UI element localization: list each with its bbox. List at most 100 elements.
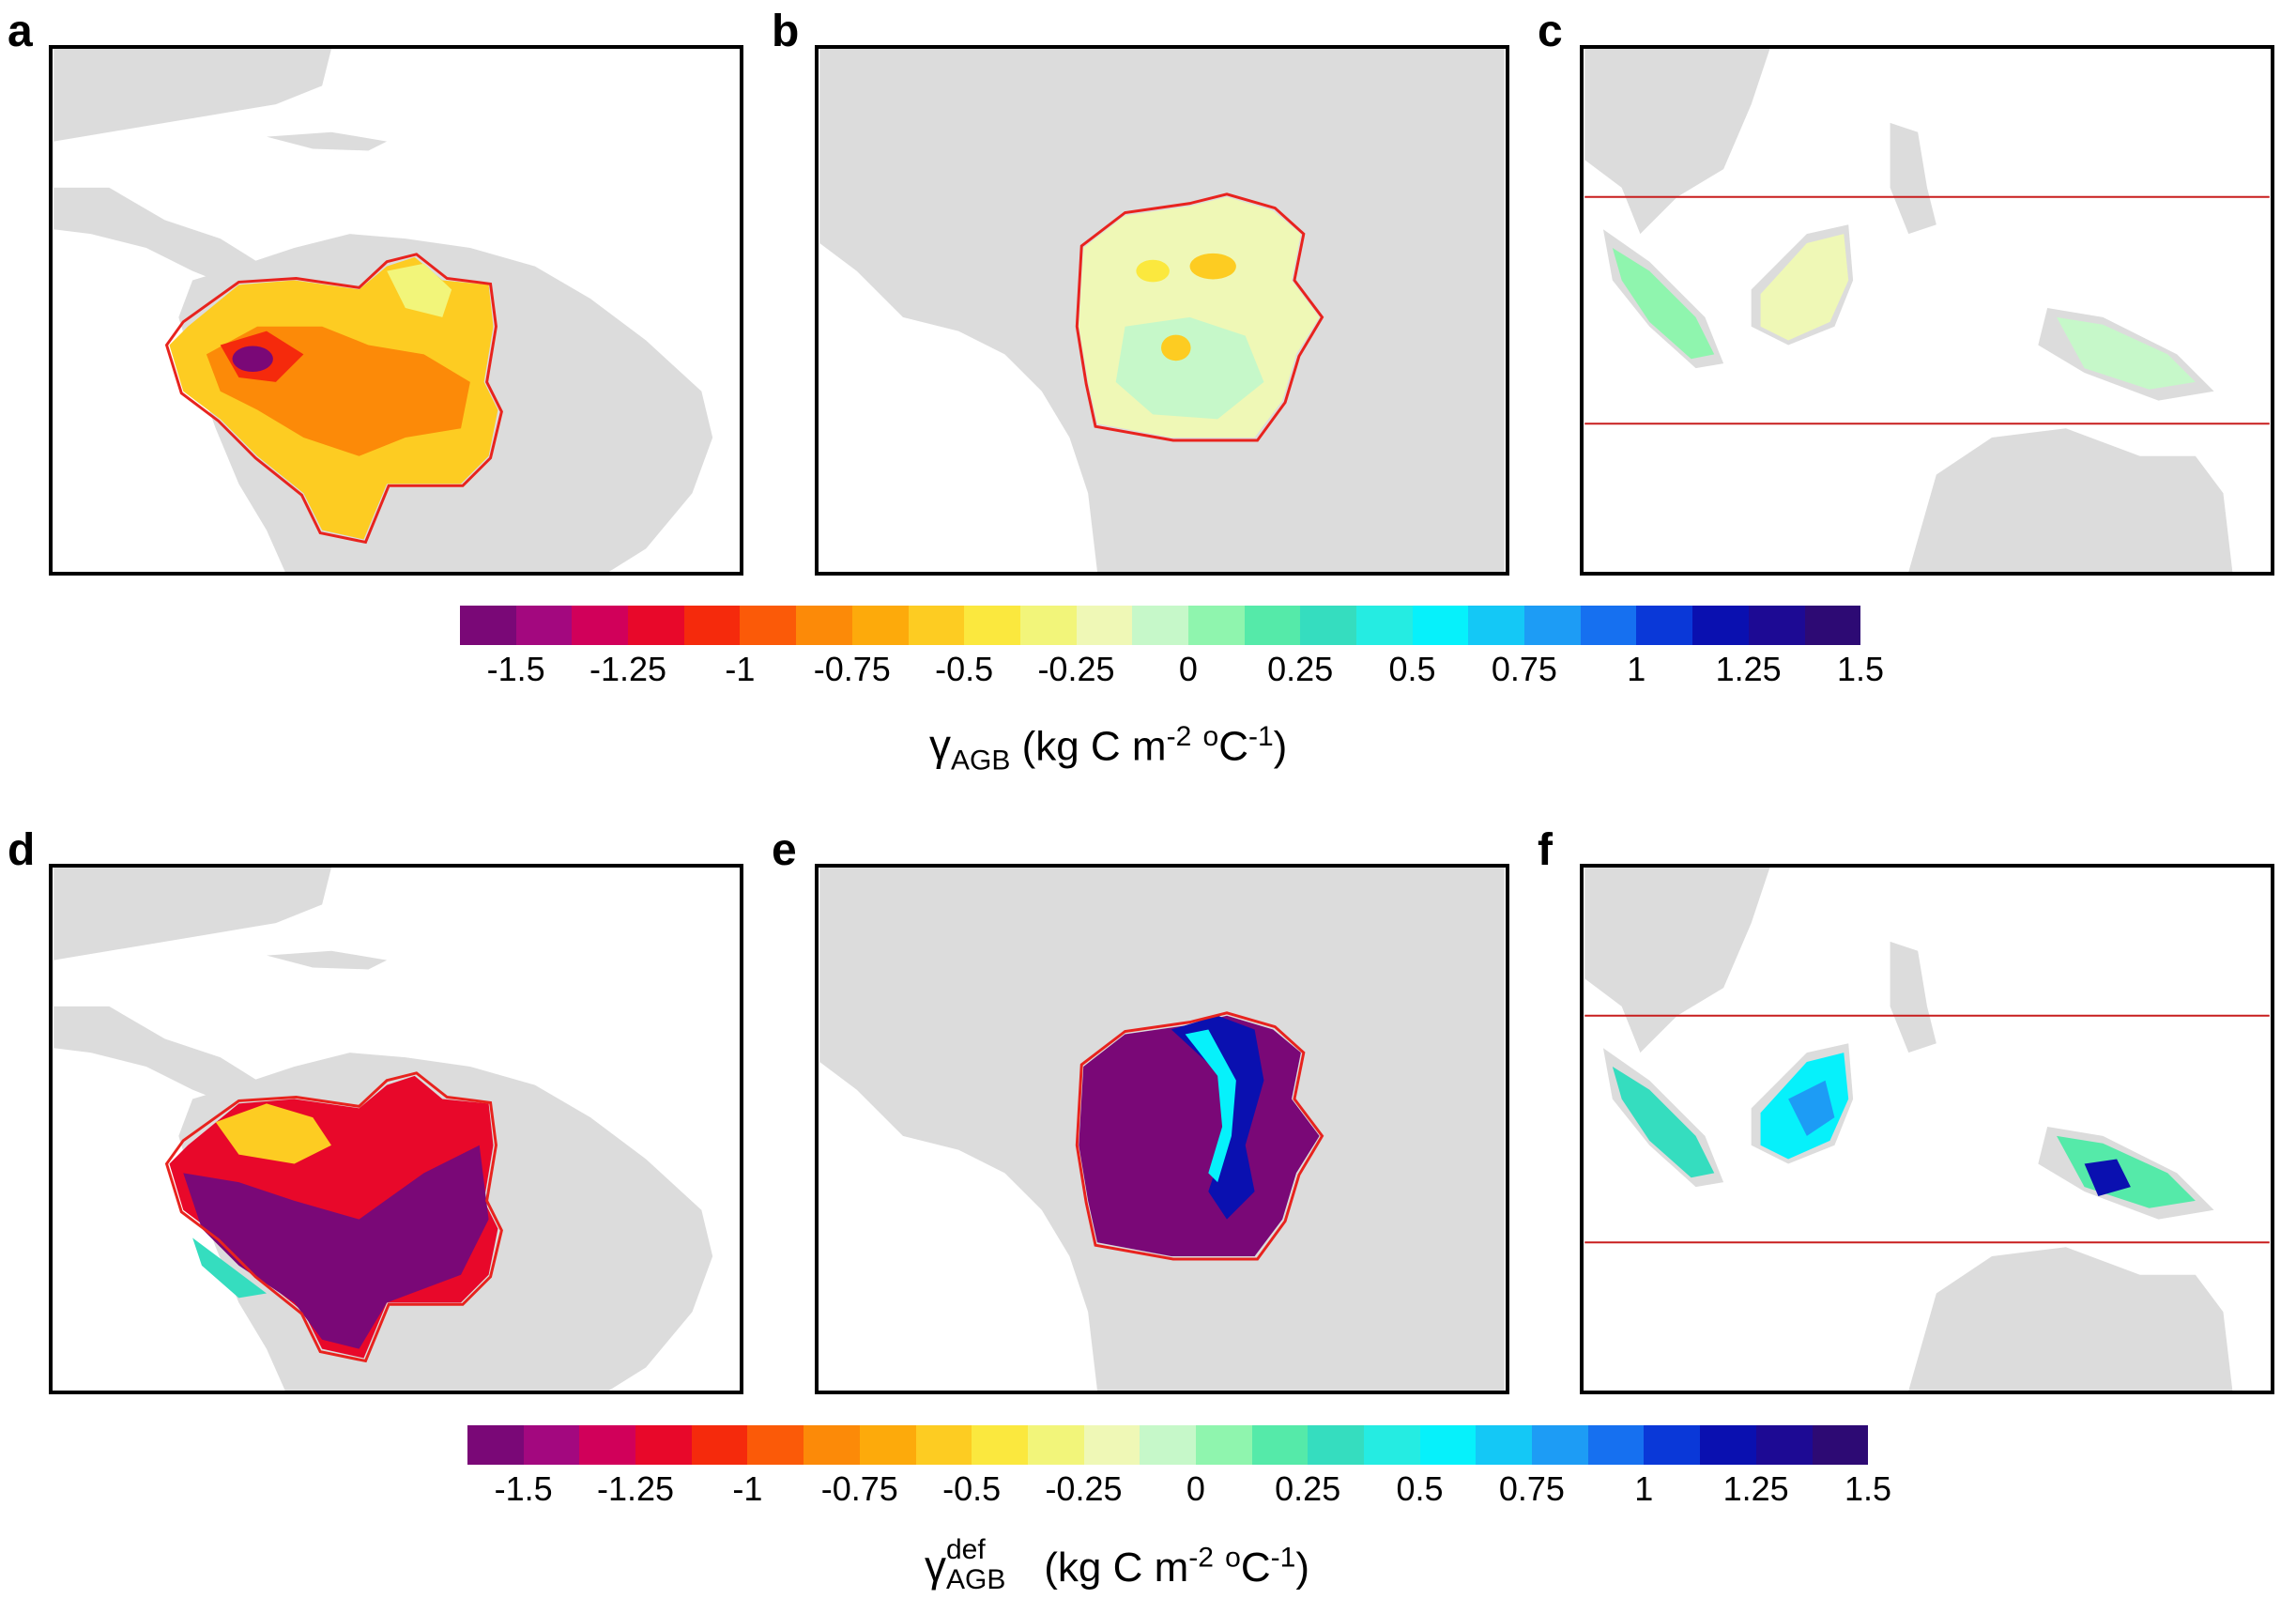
colorbar-swatch <box>1356 606 1413 645</box>
colorbar-tick-label: -0.5 <box>935 650 994 688</box>
label-space <box>1214 1545 1225 1591</box>
new-guinea-def-field <box>2057 1135 2196 1208</box>
colorbar-swatch <box>747 1425 804 1465</box>
map-panel-d-amazon <box>49 864 743 1394</box>
panel-label-a: a <box>8 7 33 56</box>
colorbar-swatch <box>1412 606 1469 645</box>
philippines-land <box>1890 941 1936 1053</box>
label-subscript: AGB <box>946 1564 1006 1595</box>
amazon-def-yellow <box>215 1103 331 1164</box>
philippines-land <box>1890 122 1936 235</box>
colorbar-swatch <box>972 1425 1028 1465</box>
colorbar-swatch <box>1187 606 1245 645</box>
colorbar-swatch <box>1587 1425 1645 1465</box>
colorbar-swatch <box>1644 1425 1701 1465</box>
label-exp-degree: o <box>1202 721 1219 752</box>
colorbar-swatch <box>628 606 684 645</box>
colorbar-top-label: γAGB (kg C m-2 oC-1) <box>929 723 1287 775</box>
amazon-agb-core <box>232 346 273 373</box>
colorbar-top <box>460 606 1861 645</box>
colorbar-tick-label: 1 <box>1634 1469 1654 1508</box>
colorbar-tick-label: -0.25 <box>1037 650 1115 688</box>
colorbar-swatch <box>1804 606 1861 645</box>
colorbar-swatch <box>1308 1425 1364 1465</box>
colorbar-swatch <box>964 606 1020 645</box>
sumatra-def-field <box>1612 1066 1715 1178</box>
colorbar-tick-label: -1.25 <box>597 1469 675 1508</box>
amazon-def-purple <box>183 1145 489 1349</box>
southeast-asia-def-map <box>1584 868 2270 1391</box>
colorbar-tick-label: 0 <box>1178 650 1198 688</box>
congo-agb-green <box>1115 316 1264 420</box>
colorbar-swatch <box>1812 1425 1869 1465</box>
central-america-land <box>54 1006 281 1109</box>
colorbar-swatch <box>579 1425 636 1465</box>
map-panel-c-southeast-asia <box>1580 45 2274 576</box>
colorbar-top-ticks: -1.5 -1.25 -1 -0.75 -0.5 -0.25 0 0.25 0.5 0.75 1 1.… <box>460 650 1884 697</box>
panel-label-c: c <box>1538 7 1563 56</box>
label-superscript: def <box>946 1534 986 1565</box>
colorbar-swatch <box>859 1425 916 1465</box>
colorbar-tick-label: 1 <box>1627 650 1646 688</box>
australia-land <box>1908 428 2233 572</box>
panel-label-b: b <box>772 7 800 56</box>
label-close: ) <box>1273 723 1288 770</box>
colorbar-swatch <box>635 1425 692 1465</box>
colorbar-swatch <box>1195 1425 1252 1465</box>
amazon-basin-boundary <box>164 253 503 545</box>
colorbar-swatch <box>1132 606 1188 645</box>
colorbar-swatch <box>683 606 741 645</box>
colorbar-swatch <box>515 606 573 645</box>
label-units: (kg C m <box>1033 1545 1189 1591</box>
colorbar-tick-label: 1.5 <box>1844 1469 1892 1508</box>
colorbar-tick-label: -1.5 <box>486 650 545 688</box>
amazon-basin-boundary <box>164 1071 503 1363</box>
colorbar-swatch <box>1524 606 1581 645</box>
colorbar-swatch <box>915 1425 972 1465</box>
colorbar-swatch <box>1300 606 1356 645</box>
cuba-land <box>266 131 388 151</box>
southeast-asia-map <box>1584 49 2270 572</box>
borneo-def-blue <box>1788 1080 1835 1136</box>
label-celsius: C <box>1240 1545 1271 1591</box>
colorbar-tick-label: -0.75 <box>813 650 891 688</box>
colorbar-tick-label: -1.25 <box>589 650 667 688</box>
colorbar-swatch <box>467 1425 524 1465</box>
label-close: ) <box>1295 1545 1309 1591</box>
colorbar-swatch <box>1532 1425 1588 1465</box>
colorbar-bottom <box>467 1425 1869 1465</box>
gamma-symbol: γ <box>929 720 951 770</box>
colorbar-swatch <box>1019 606 1077 645</box>
central-america-land <box>54 187 281 290</box>
colorbar-swatch <box>1755 1425 1813 1465</box>
label-subscript: AGB <box>951 745 1011 776</box>
congo-agb-yellow-3 <box>1136 259 1170 283</box>
colorbar-swatch <box>523 1425 580 1465</box>
colorbar-swatch <box>1251 1425 1309 1465</box>
label-celsius: C <box>1218 723 1248 770</box>
colorbar-swatch <box>572 606 629 645</box>
borneo-agb-field <box>1760 234 1849 341</box>
colorbar-tick-label: 0 <box>1186 1469 1205 1508</box>
map-panel-e-congo <box>815 864 1509 1394</box>
congo-def-map <box>819 868 1505 1391</box>
colorbar-swatch <box>1468 606 1525 645</box>
new-guinea-agb-field <box>2057 316 2196 390</box>
colorbar-swatch <box>1419 1425 1477 1465</box>
cuba-land <box>266 950 388 970</box>
colorbar-tick-label: -1 <box>725 650 756 688</box>
colorbar-swatch <box>1580 606 1637 645</box>
colorbar-tick-label: -0.75 <box>820 1469 898 1508</box>
label-exp-per: -1 <box>1247 721 1274 752</box>
colorbar-swatch <box>460 606 516 645</box>
label-exp-degree: o <box>1225 1542 1241 1574</box>
colorbar-swatch <box>1700 1425 1756 1465</box>
colorbar-swatch <box>1692 606 1749 645</box>
colorbar-tick-label: -0.25 <box>1045 1469 1123 1508</box>
amazon-map <box>54 49 713 572</box>
panel-label-f: f <box>1538 825 1553 875</box>
colorbar-swatch <box>796 606 852 645</box>
amazon-agb-yellow <box>387 263 452 317</box>
colorbar-tick-label: 1.25 <box>1715 650 1782 688</box>
congo-agb-yellow-1 <box>1189 253 1236 280</box>
